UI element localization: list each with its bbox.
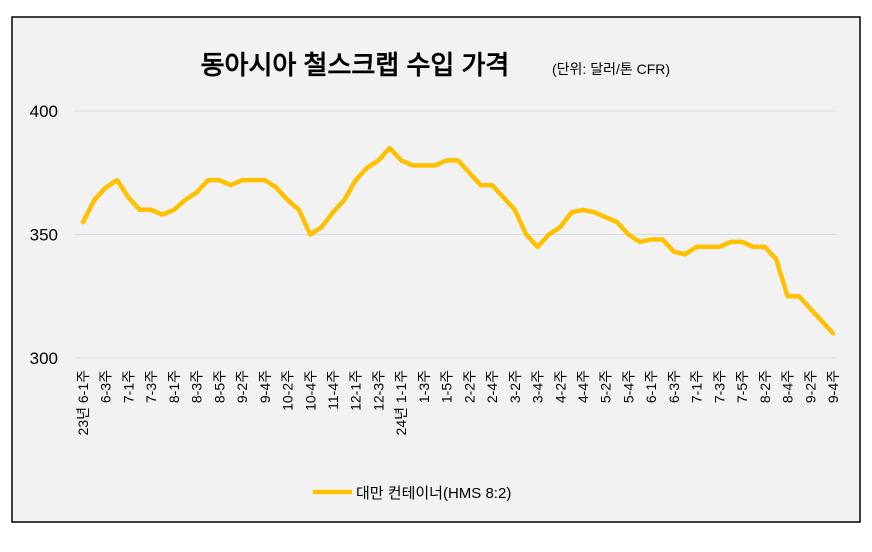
x-tick-label: 4-4주: [575, 370, 591, 403]
x-tick-label: 7-3주: [711, 370, 727, 403]
x-tick-label: 6-1주: [643, 370, 659, 403]
x-tick-label: 9-2주: [234, 370, 250, 403]
x-tick-label: 5-4주: [620, 370, 636, 403]
x-tick-label: 1-5주: [439, 370, 455, 403]
x-tick-label: 12-1주: [348, 370, 364, 411]
x-tick-label: 7-1주: [689, 370, 705, 403]
chart-title: 동아시아 철스크랩 수입 가격: [201, 50, 510, 80]
x-tick-label: 12-3주: [370, 370, 386, 411]
x-tick-label: 1-3주: [416, 370, 432, 403]
x-tick-label: 6-3주: [666, 370, 682, 403]
x-tick-label: 8-2주: [757, 370, 773, 403]
x-tick-label: 8-5주: [211, 370, 227, 403]
x-tick-label: 10-2주: [280, 370, 296, 411]
chart-frame: [11, 16, 861, 523]
x-tick-label: 3-4주: [530, 370, 546, 403]
x-tick-label: 11-4주: [325, 370, 341, 410]
x-tick-label: 6-3주: [98, 370, 114, 403]
x-tick-label: 7-1주: [120, 370, 136, 403]
legend-label: 대만 컨테이너(HMS 8:2): [356, 485, 511, 502]
y-tick-label: 400: [30, 102, 58, 121]
x-tick-label: 2-2주: [461, 370, 477, 403]
x-tick-label: 8-3주: [189, 370, 205, 403]
x-tick-label: 8-1주: [166, 370, 182, 403]
x-tick-label: 10-4주: [302, 370, 318, 411]
x-tick-label: 3-2주: [507, 370, 523, 403]
x-tick-label: 7-5주: [734, 370, 750, 403]
x-tick-label: 7-3주: [143, 370, 159, 403]
x-tick-label: 9-4주: [257, 370, 273, 403]
x-tick-label: 23년 6-1주: [75, 370, 91, 436]
y-tick-label: 350: [30, 226, 58, 245]
x-tick-label: 2-4주: [484, 370, 500, 403]
x-tick-label: 24년 1-1주: [393, 370, 409, 436]
x-tick-label: 5-2주: [598, 370, 614, 403]
chart-subtitle: (단위: 달러/톤 CFR): [552, 61, 670, 77]
x-tick-label: 4-2주: [552, 370, 568, 403]
data-line: [80, 145, 836, 336]
y-tick-label: 300: [30, 349, 58, 368]
x-tick-label: 9-2주: [802, 370, 818, 403]
x-tick-label: 8-4주: [780, 370, 796, 403]
x-tick-label: 9-4주: [825, 370, 841, 403]
